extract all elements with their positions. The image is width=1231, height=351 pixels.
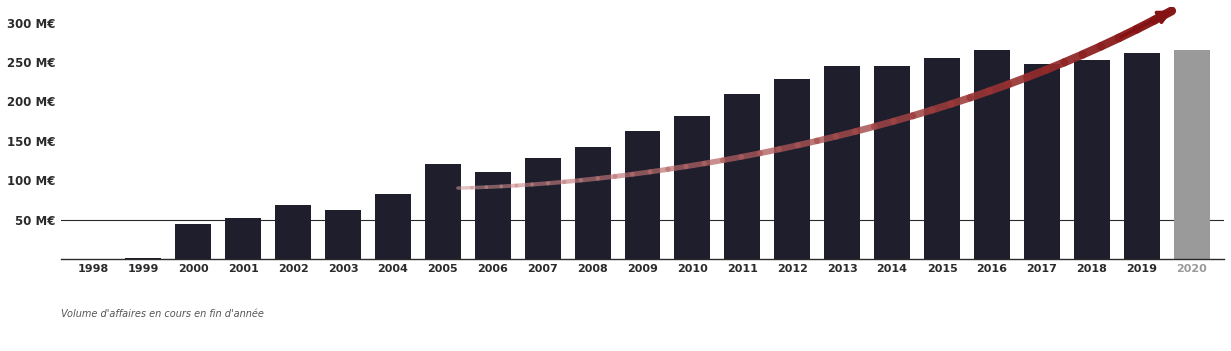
Bar <box>874 66 910 259</box>
Bar <box>1024 64 1060 259</box>
Bar <box>126 258 161 259</box>
Bar <box>624 131 661 259</box>
Bar <box>924 58 960 259</box>
Bar <box>774 79 810 259</box>
Bar <box>475 172 511 259</box>
Bar <box>1173 50 1210 259</box>
Bar <box>225 218 261 259</box>
Bar <box>825 66 860 259</box>
Bar <box>575 147 611 259</box>
Bar <box>325 210 361 259</box>
Bar <box>675 115 710 259</box>
Bar <box>1073 60 1110 259</box>
Text: Volume d'affaires en cours en fin d'année: Volume d'affaires en cours en fin d'anné… <box>62 309 263 319</box>
Bar <box>724 94 761 259</box>
Bar <box>524 158 560 259</box>
Bar <box>425 164 460 259</box>
Bar <box>175 224 212 259</box>
Bar <box>1124 53 1160 259</box>
Bar <box>375 194 411 259</box>
Bar <box>974 50 1009 259</box>
Bar <box>276 205 311 259</box>
